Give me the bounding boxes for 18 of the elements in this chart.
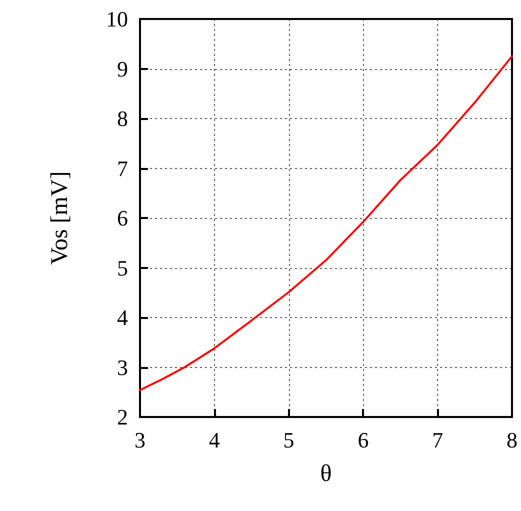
x-tick-label: 8 [506,428,518,452]
y-tick-label: 4 [117,305,128,330]
y-tick-label: 7 [117,156,128,181]
x-tick-label: 4 [208,428,220,452]
x-tick-label: 5 [283,428,294,452]
y-tick-label: 9 [117,56,128,82]
x-tick-label: 7 [432,428,444,452]
x-tick-label: 3 [134,428,146,452]
x-tick-label: 6 [358,428,369,452]
y-tick-label: 8 [117,106,128,131]
line-series [139,55,513,392]
y-tick-label: 6 [117,206,128,230]
y-tick-label: 5 [117,255,128,280]
y-tick-label: 2 [117,404,128,430]
x-axis-title: θ [320,461,332,487]
y-axis-title: Vos [mV] [47,171,73,265]
y-tick-label: 10 [106,6,128,32]
y-tick-label: 3 [117,354,128,380]
